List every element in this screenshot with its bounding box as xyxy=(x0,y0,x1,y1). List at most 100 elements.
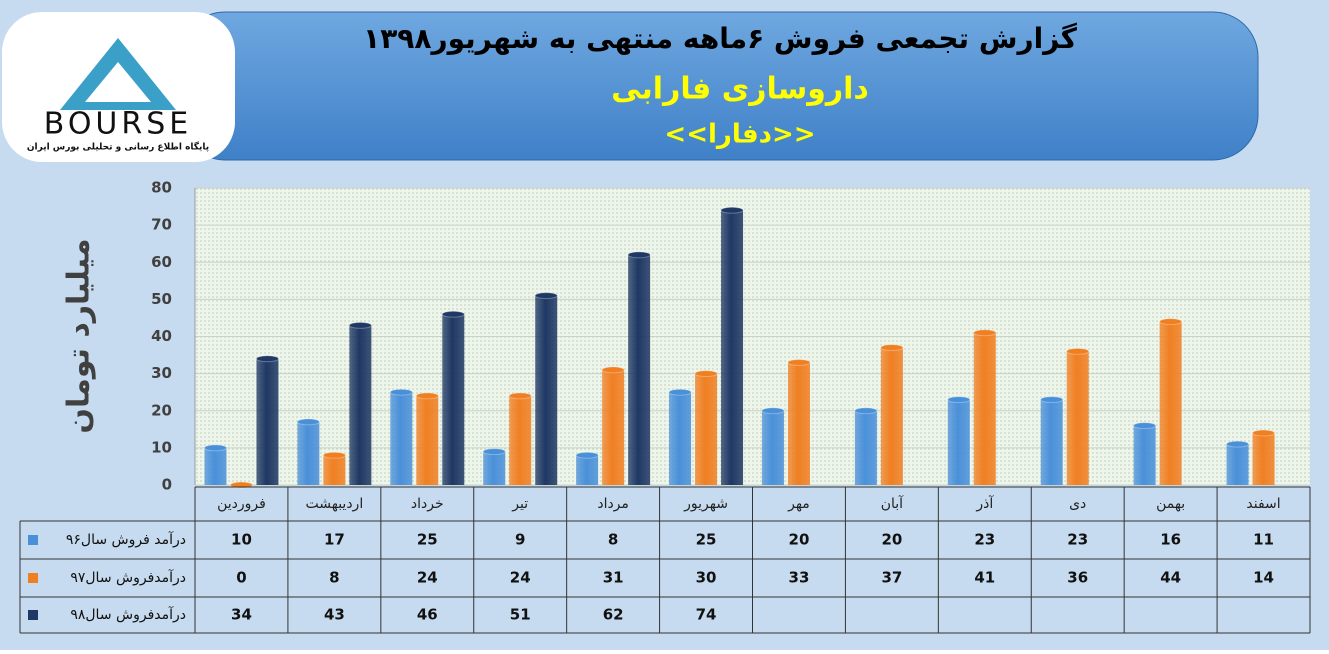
bar-cap xyxy=(255,355,279,363)
bar xyxy=(204,447,227,485)
bar-cap xyxy=(1226,440,1250,448)
bar xyxy=(1040,399,1063,485)
data-label: 24 xyxy=(417,569,438,587)
x-tick-label: مرداد xyxy=(597,496,629,512)
y-tick-label: 20 xyxy=(151,401,172,419)
bar-group xyxy=(787,358,811,485)
data-label: 8 xyxy=(608,531,618,549)
bar-group xyxy=(575,451,599,485)
bar-group xyxy=(854,407,878,485)
data-label: 11 xyxy=(1253,531,1274,549)
bar-cap xyxy=(973,329,997,337)
bar-cap xyxy=(668,388,692,396)
data-label: 25 xyxy=(696,531,717,549)
bar xyxy=(323,455,346,485)
legend-label: درآمدفروش سال۹۸ xyxy=(70,606,186,623)
x-tick-label: آذر xyxy=(975,495,994,512)
bar-cap xyxy=(415,392,439,400)
bar xyxy=(695,373,718,485)
data-label: 20 xyxy=(789,531,810,549)
x-tick-label: تیر xyxy=(511,496,528,512)
bar xyxy=(761,410,784,485)
data-label: 24 xyxy=(510,569,531,587)
bar xyxy=(509,395,532,485)
data-label: 20 xyxy=(881,531,902,549)
table-bg xyxy=(20,521,1310,633)
bar-cap xyxy=(720,206,744,214)
data-label: 62 xyxy=(603,606,624,624)
bar xyxy=(483,451,506,485)
bar xyxy=(442,314,465,485)
ticker: <<دفارا>> xyxy=(664,120,815,150)
bar-group xyxy=(441,310,465,485)
bar xyxy=(390,392,413,485)
x-tick-label: دی xyxy=(1069,496,1086,512)
data-label: 33 xyxy=(789,569,810,587)
data-label: 14 xyxy=(1253,569,1274,587)
bar xyxy=(535,295,558,485)
data-label: 51 xyxy=(510,606,531,624)
x-tick-label: شهریور xyxy=(683,496,728,512)
bar-group xyxy=(482,448,506,485)
x-tick-label: اردیبهشت xyxy=(306,496,364,512)
bar-cap xyxy=(1159,318,1183,326)
y-tick-label: 40 xyxy=(151,327,172,345)
data-label: 10 xyxy=(231,531,252,549)
bar xyxy=(947,399,970,485)
data-label: 25 xyxy=(417,531,438,549)
bar-cap xyxy=(854,407,878,415)
data-label: 34 xyxy=(231,606,252,624)
bar xyxy=(628,254,651,485)
chart-subtitle: داروسازی فارابی xyxy=(611,72,869,107)
data-label: 23 xyxy=(974,531,995,549)
bar-group xyxy=(534,292,558,485)
bar-cap xyxy=(441,310,465,318)
bar-cap xyxy=(1040,396,1064,404)
bar xyxy=(973,332,996,485)
data-label: 36 xyxy=(1067,569,1088,587)
bar-group xyxy=(1226,440,1250,485)
bar xyxy=(349,325,372,485)
x-tick-label: آبان xyxy=(881,495,904,512)
bar-group xyxy=(668,388,692,485)
y-axis-title: میلیارد تومان xyxy=(62,238,97,433)
bar-cap xyxy=(1066,347,1090,355)
bar-group xyxy=(415,392,439,485)
y-tick-label: 80 xyxy=(151,179,172,197)
bar xyxy=(880,347,903,485)
legend-label: درآمدفروش سال۹۷ xyxy=(70,569,186,586)
bar-cap xyxy=(482,448,506,456)
bar-group xyxy=(203,444,227,485)
bar xyxy=(416,395,439,485)
y-tick-label: 10 xyxy=(151,438,172,456)
bar xyxy=(721,210,744,485)
logo-tagline: پایگاه اطلاع رسانی و تحلیلی بورس ایران xyxy=(27,141,209,153)
data-label: 9 xyxy=(515,531,525,549)
chart-title: گزارش تجمعی فروش ۶ماهه منتهی به شهریور۱۳… xyxy=(363,22,1077,55)
bar-cap xyxy=(203,444,227,452)
bar-group xyxy=(1159,318,1183,485)
bar-cap xyxy=(534,292,558,300)
bar-group xyxy=(720,206,744,485)
y-tick-label: 70 xyxy=(151,216,172,234)
bar-cap xyxy=(601,366,625,374)
x-tick-label: مهر xyxy=(787,496,810,512)
bar-cap xyxy=(1252,429,1276,437)
data-label: 8 xyxy=(329,569,339,587)
legend-swatch xyxy=(28,535,38,545)
bar-group xyxy=(947,396,971,485)
bar-cap xyxy=(389,388,413,396)
bar xyxy=(669,392,692,485)
bar-group xyxy=(296,418,320,485)
data-label: 37 xyxy=(881,569,902,587)
data-label: 30 xyxy=(696,569,717,587)
bar-group xyxy=(1252,429,1276,485)
bar-group xyxy=(508,392,532,485)
bar xyxy=(1252,433,1275,485)
bar-cap xyxy=(508,392,532,400)
bar-cap xyxy=(322,451,346,459)
bar-cap xyxy=(761,407,785,415)
data-label: 16 xyxy=(1160,531,1181,549)
bar-group xyxy=(1040,396,1064,485)
bar-group xyxy=(1066,347,1090,485)
